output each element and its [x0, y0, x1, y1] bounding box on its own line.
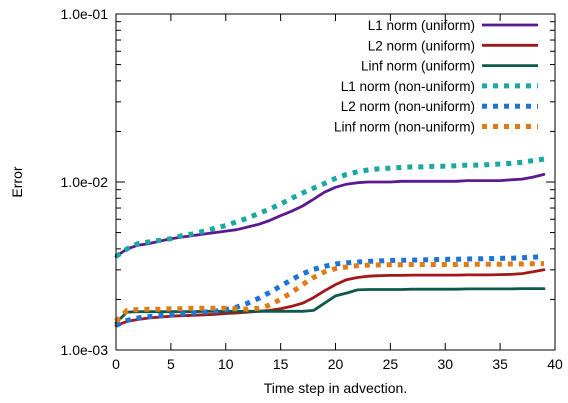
series-line-2	[114, 268, 546, 327]
y-tick-label: 1.0e-03	[61, 342, 109, 358]
x-tick-label: 15	[273, 356, 289, 372]
series-line-4	[114, 156, 545, 259]
legend-label: L1 norm (non-uniform)	[341, 79, 475, 94]
legend-label: Linf norm (uniform)	[361, 59, 475, 74]
legend-label: L1 norm (uniform)	[368, 18, 475, 33]
x-axis-label: Time step in advection.	[264, 380, 407, 396]
x-tick-label: 25	[383, 356, 399, 372]
x-tick-label: 10	[218, 356, 234, 372]
series-lines	[114, 156, 546, 328]
y-axis-label: Error	[9, 166, 25, 197]
x-tick-label: 20	[328, 356, 344, 372]
legend-label: L2 norm (non-uniform)	[341, 99, 475, 114]
legend: L1 norm (uniform) L2 norm (uniform) Linf n…	[334, 18, 538, 135]
series-line-1	[114, 172, 546, 258]
x-tick-label: 5	[167, 356, 175, 372]
y-tick-label: 1.0e-02	[61, 174, 109, 190]
legend-label: L2 norm (uniform)	[368, 38, 475, 53]
legend-label: Linf norm (non-uniform)	[334, 120, 475, 135]
x-tick-label: 30	[437, 356, 453, 372]
axis-ticks: 0 5 10 15 20 25 30 35 40 1.0e-03 1.0e-02 1.0e-01	[61, 6, 563, 372]
x-tick-label: 0	[112, 356, 120, 372]
x-tick-label: 40	[547, 356, 563, 372]
series-line-3	[114, 287, 546, 325]
y-tick-label: 1.0e-01	[61, 6, 109, 22]
x-tick-label: 35	[492, 356, 508, 372]
